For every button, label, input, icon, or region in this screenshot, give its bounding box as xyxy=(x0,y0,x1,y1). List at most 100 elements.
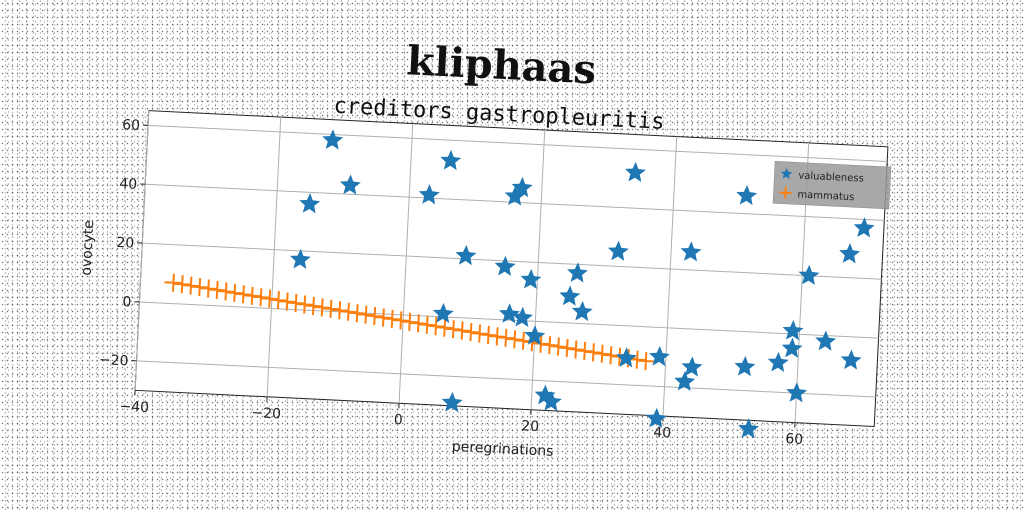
legend-plus-icon xyxy=(779,186,792,199)
mammatus-point xyxy=(321,299,340,318)
x-tick-label: 0 xyxy=(393,412,403,428)
mammatus-point xyxy=(190,278,209,297)
mammatus-point xyxy=(260,289,279,308)
mammatus-point xyxy=(426,317,445,336)
valuableness-point xyxy=(798,264,820,285)
x-grid-line xyxy=(530,130,546,410)
valuableness-point xyxy=(559,285,581,306)
valuableness-point xyxy=(534,384,556,405)
y-tick-label: −20 xyxy=(99,352,129,369)
mammatus-point xyxy=(496,328,515,347)
valuableness-point xyxy=(524,325,546,346)
mammatus-point xyxy=(444,320,463,339)
valuableness-point xyxy=(607,240,629,261)
x-tick-label: 60 xyxy=(785,431,804,448)
mammatus-point xyxy=(391,311,410,330)
valuableness-point xyxy=(339,174,361,195)
mammatus-point xyxy=(461,323,480,342)
mammatus-point xyxy=(601,346,620,365)
legend-label-valuableness: valuableness xyxy=(798,170,864,184)
series-valuableness xyxy=(289,129,875,439)
x-grid-line xyxy=(134,110,150,391)
mammatus-point xyxy=(531,334,550,353)
mammatus-point xyxy=(348,304,367,323)
mammatus-point xyxy=(286,293,305,313)
y-grid-line xyxy=(139,301,879,339)
valuableness-point xyxy=(680,241,702,262)
valuableness-point xyxy=(674,370,696,391)
valuableness-point xyxy=(441,391,463,413)
mammatus-point xyxy=(636,352,655,371)
legend: valuableness mammatus xyxy=(772,161,892,210)
valuableness-point xyxy=(781,337,803,358)
mammatus-point xyxy=(234,285,253,304)
mammatus-point xyxy=(181,276,200,295)
x-grid-line xyxy=(398,123,414,404)
valuableness-point xyxy=(615,347,637,368)
valuableness-point xyxy=(494,255,516,276)
valuableness-point xyxy=(786,382,808,403)
y-tick-label: 20 xyxy=(116,235,135,252)
y-tick-label: 0 xyxy=(122,294,132,310)
mammatus-point xyxy=(295,295,314,314)
valuableness-point xyxy=(853,217,875,238)
valuableness-point xyxy=(734,356,756,377)
legend-star-icon xyxy=(780,167,793,179)
y-axis-label: ovocyte xyxy=(79,220,98,276)
mammatus-point xyxy=(278,292,297,311)
valuableness-point xyxy=(498,303,520,324)
valuableness-point xyxy=(840,349,862,370)
mammatus-point xyxy=(243,286,262,305)
mammatus-point xyxy=(339,302,358,321)
legend-label-mammatus: mammatus xyxy=(797,189,854,203)
valuableness-point xyxy=(625,161,646,183)
y-grid-line xyxy=(142,242,882,280)
y-grid-line xyxy=(145,183,885,221)
mammatus-point xyxy=(216,282,235,301)
mammatus-point xyxy=(593,344,612,363)
valuableness-point xyxy=(571,300,593,322)
mammatus-point xyxy=(313,298,332,317)
x-axis-label: peregrinations xyxy=(451,439,553,460)
mammatus-point xyxy=(488,327,507,346)
y-tick-label: 40 xyxy=(119,176,138,193)
mammatus-point xyxy=(470,324,489,343)
mammatus-point xyxy=(479,325,498,344)
valuableness-point xyxy=(541,390,562,412)
mammatus-point xyxy=(356,305,375,324)
mammatus-point xyxy=(383,309,402,329)
mammatus-point xyxy=(409,314,428,333)
valuableness-point xyxy=(815,330,837,351)
chart-figure: kliphaas creditors gastropleuritis −40 −2… xyxy=(31,6,952,509)
valuableness-point xyxy=(738,418,759,439)
mammatus-point xyxy=(225,283,244,302)
mammatus-point xyxy=(164,273,183,292)
mammatus-point xyxy=(269,291,288,310)
mammatus-point xyxy=(418,315,437,334)
legend-markers xyxy=(779,167,793,199)
mammatus-point xyxy=(208,280,227,300)
mammatus-point xyxy=(566,340,585,359)
mammatus-point xyxy=(505,330,524,349)
valuableness-point xyxy=(520,268,542,290)
mammatus-point xyxy=(453,321,472,340)
valuableness-point xyxy=(646,407,667,428)
valuableness-point xyxy=(440,149,462,171)
y-tick-label: 60 xyxy=(122,117,141,134)
valuableness-point xyxy=(767,351,789,373)
mammatus-point xyxy=(400,312,419,331)
x-grid-line xyxy=(266,117,282,397)
valuableness-point xyxy=(289,248,311,269)
valuableness-point xyxy=(299,193,321,214)
x-ticks: −40 −20 0 20 40 60 xyxy=(119,390,804,448)
mammatus-point xyxy=(575,341,594,360)
valuableness-point xyxy=(511,176,533,198)
valuableness-point xyxy=(839,243,861,264)
x-tick-label: −20 xyxy=(251,405,281,422)
mammatus-point xyxy=(330,301,349,320)
x-tick-label: 20 xyxy=(521,418,540,435)
x-tick-label: 40 xyxy=(653,425,672,442)
valuableness-point xyxy=(649,346,670,367)
